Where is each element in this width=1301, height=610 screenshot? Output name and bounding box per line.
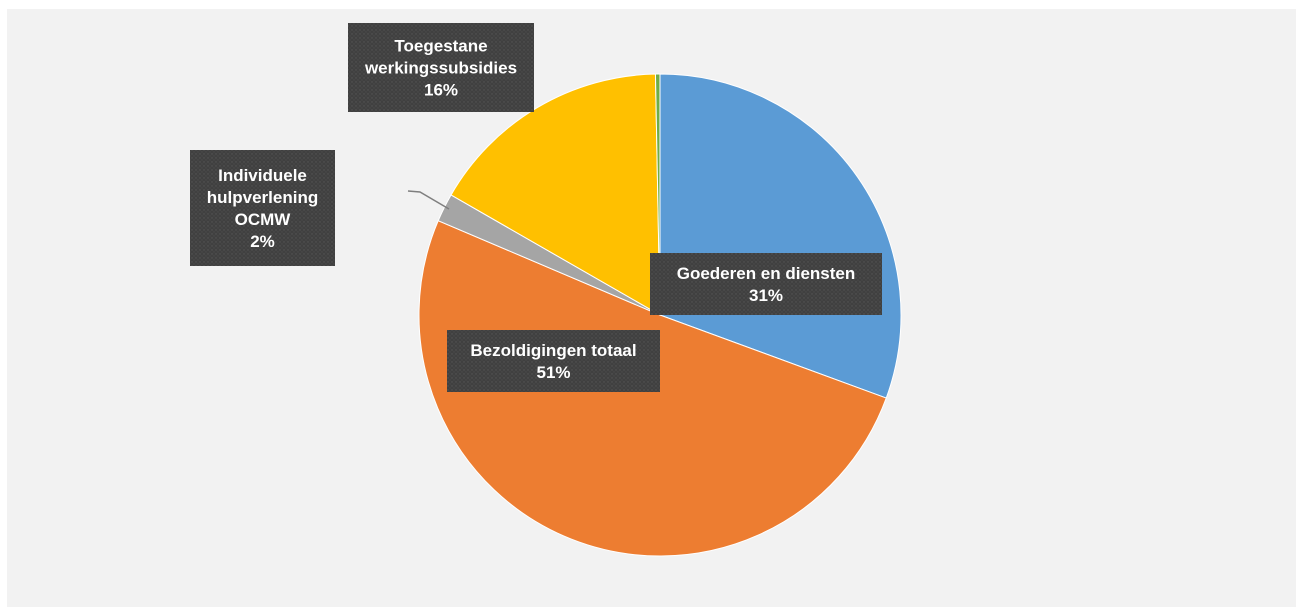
chart-area: Goederen en diensten 31% Bezoldigingen tot… (7, 9, 1296, 607)
data-label-line: Individuele (218, 166, 307, 185)
data-label-2: Individuele hulpverlening OCMW 2% (190, 150, 335, 266)
data-label-box-2 (190, 150, 335, 266)
data-label-line: Toegestane (394, 37, 487, 56)
data-label-line: werkingssubsidies (364, 59, 517, 78)
leader-line-2 (407, 190, 450, 210)
data-label-line: 31% (749, 286, 783, 305)
data-label-box-3 (348, 23, 534, 112)
pie-slice-0 (659, 73, 902, 399)
data-label-box-1 (447, 330, 660, 392)
data-label-line: OCMW (235, 210, 292, 229)
data-label-line: Bezoldigingen totaal (470, 341, 636, 360)
pie-slice-3 (450, 73, 661, 316)
data-label-line: Goederen en diensten (677, 264, 856, 283)
data-label-line: 51% (536, 363, 570, 382)
data-label-line: hulpverlening (207, 188, 318, 207)
data-labels-layer: Goederen en diensten 31% Bezoldigingen tot… (190, 23, 882, 392)
pie-chart: Goederen en diensten 31% Bezoldigingen tot… (190, 23, 902, 557)
data-label-1: Bezoldigingen totaal 51% (447, 330, 660, 392)
data-label-box-0 (650, 253, 882, 315)
leader-lines-layer (407, 190, 450, 210)
data-label-3: Toegestane werkingssubsidies 16% (348, 23, 534, 112)
data-label-0: Goederen en diensten 31% (650, 253, 882, 315)
data-label-line: 2% (250, 232, 275, 251)
data-label-line: 16% (424, 81, 458, 100)
slices-layer (418, 73, 902, 557)
